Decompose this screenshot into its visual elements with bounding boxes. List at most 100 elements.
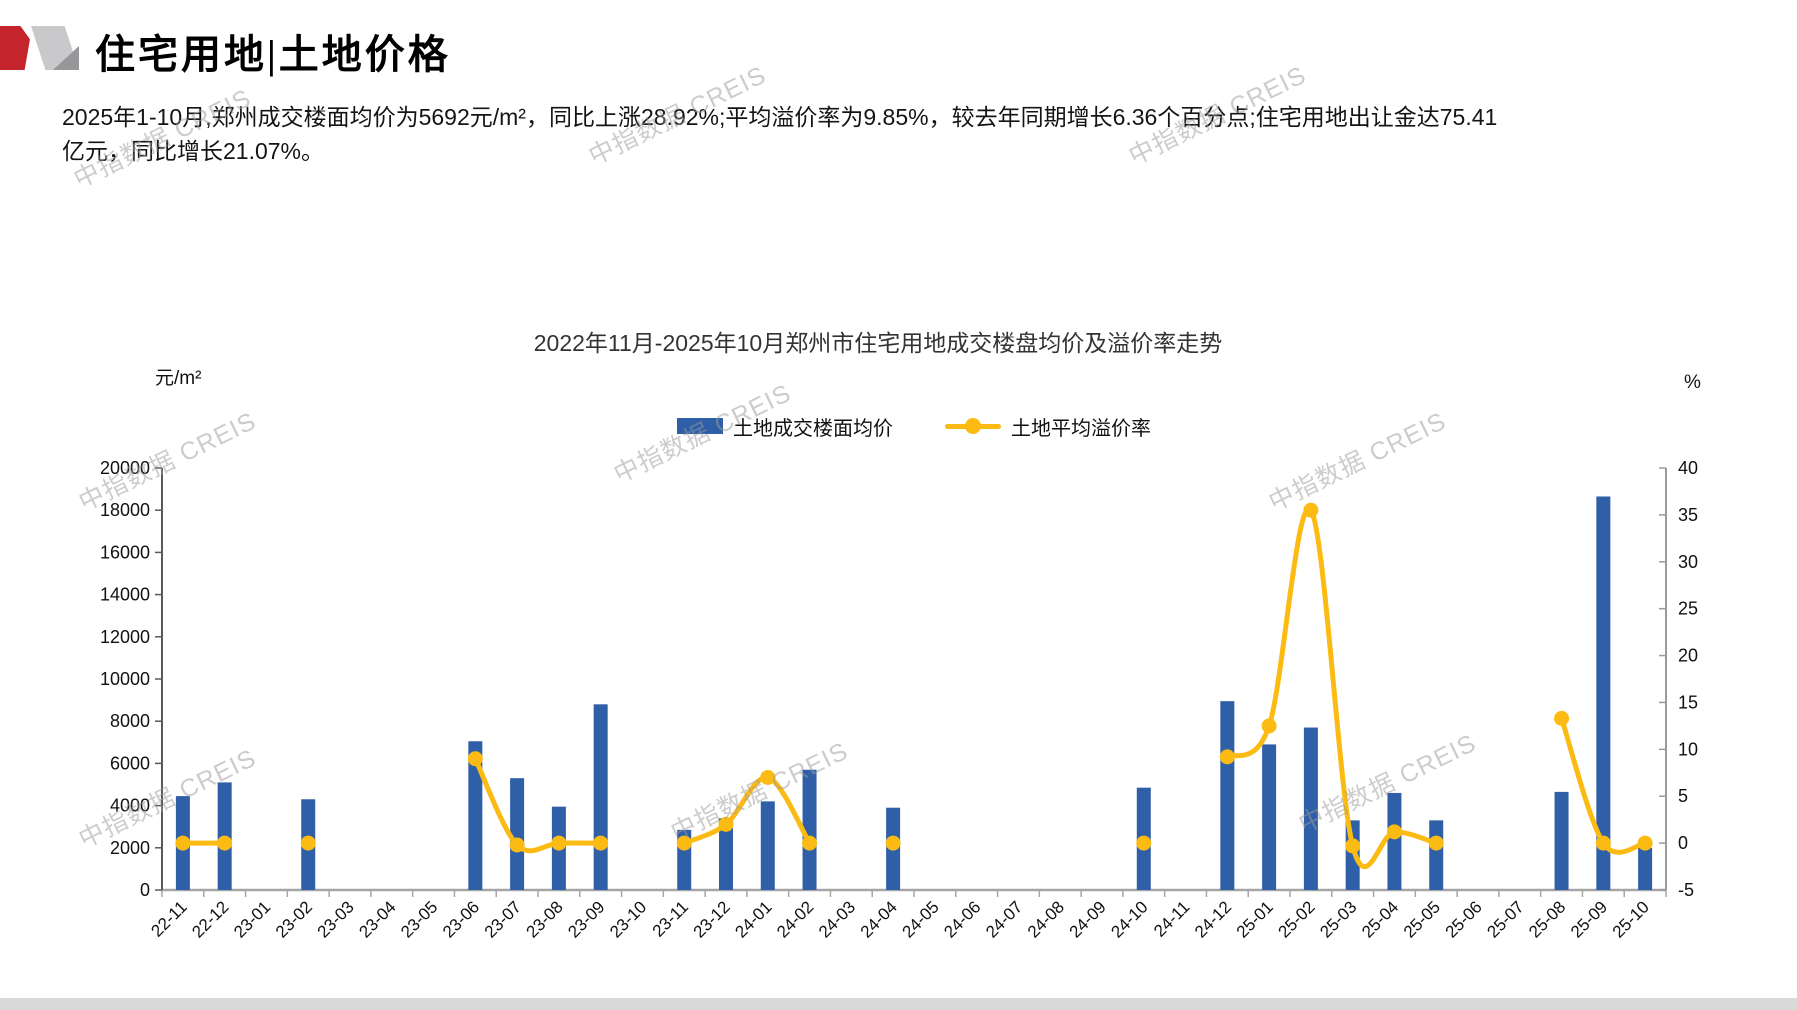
x-axis-category-label: 25-01 xyxy=(1233,897,1277,941)
footer-bar xyxy=(0,998,1797,1010)
left-axis-tick-label: 18000 xyxy=(100,500,150,520)
x-axis-category-label: 23-12 xyxy=(690,897,734,941)
x-axis-category-label: 23-03 xyxy=(314,897,358,941)
x-axis-category-label: 24-05 xyxy=(899,897,943,941)
bar xyxy=(1429,820,1444,890)
x-axis-category-label: 25-05 xyxy=(1400,897,1444,941)
x-axis-category-label: 24-03 xyxy=(815,897,859,941)
x-axis-category-label: 25-04 xyxy=(1358,897,1402,941)
premium-rate-point xyxy=(1554,710,1570,726)
left-axis-tick-label: 4000 xyxy=(110,796,150,816)
x-axis-category-label: 24-12 xyxy=(1191,897,1235,941)
premium-rate-point xyxy=(1595,835,1611,851)
x-axis-category-label: 23-02 xyxy=(272,897,316,941)
left-axis-tick-label: 8000 xyxy=(110,711,150,731)
x-axis-category-label: 25-07 xyxy=(1483,897,1527,941)
x-axis-category-label: 24-11 xyxy=(1150,897,1193,940)
premium-rate-point xyxy=(300,835,316,851)
legend-item-floor-price: 土地成交楼面均价 xyxy=(677,412,893,441)
x-axis-category-label: 24-02 xyxy=(773,897,817,941)
premium-rate-point xyxy=(1386,824,1402,840)
creis-logo xyxy=(0,26,80,70)
right-axis-tick-label: 40 xyxy=(1678,458,1698,478)
left-axis-tick-label: 16000 xyxy=(100,542,150,562)
bar xyxy=(1262,744,1277,890)
left-axis-tick-label: 12000 xyxy=(100,627,150,647)
x-axis-category-label: 23-06 xyxy=(439,897,483,941)
x-axis-category-label: 22-11 xyxy=(147,897,190,940)
x-axis-category-label: 24-06 xyxy=(940,897,984,941)
premium-rate-point xyxy=(1345,838,1361,854)
premium-rate-point xyxy=(1219,749,1235,765)
premium-rate-point xyxy=(175,835,191,851)
left-axis-tick-label: 0 xyxy=(140,880,150,900)
right-axis-tick-label: 20 xyxy=(1678,646,1698,666)
x-axis-category-label: 23-07 xyxy=(481,897,525,941)
logo-red-shape xyxy=(0,26,30,70)
x-axis-category-label: 24-07 xyxy=(982,897,1026,941)
bar xyxy=(1554,791,1569,890)
premium-rate-point xyxy=(1136,835,1152,851)
x-axis-category-label: 24-09 xyxy=(1066,897,1110,941)
premium-rate-point xyxy=(760,769,776,785)
premium-rate-point xyxy=(593,835,609,851)
premium-rate-point xyxy=(1428,835,1444,851)
x-axis-category-label: 24-01 xyxy=(731,897,775,941)
premium-rate-point xyxy=(885,835,901,851)
bar xyxy=(719,818,733,890)
legend-item-premium-rate: 土地平均溢价率 xyxy=(945,412,1151,441)
x-axis-category-label: 23-11 xyxy=(649,897,692,940)
x-axis-category-label: 22-12 xyxy=(188,897,232,941)
chart-title: 2022年11月-2025年10月郑州市住宅用地成交楼盘均价及溢价率走势 xyxy=(533,330,1223,356)
x-axis-category-label: 24-10 xyxy=(1107,897,1151,941)
right-axis-tick-label: 35 xyxy=(1678,505,1698,525)
bar xyxy=(593,704,608,890)
bar xyxy=(1220,701,1235,890)
right-axis-unit: % xyxy=(1684,372,1701,393)
x-axis-category-label: 24-08 xyxy=(1024,897,1068,941)
summary-text: 2025年1-10月,郑州成交楼面均价为5692元/m²，同比上涨28.92%;… xyxy=(62,104,1498,164)
legend-bar-swatch xyxy=(677,418,723,434)
x-axis-category-label: 25-10 xyxy=(1609,897,1653,941)
right-axis-tick-label: 0 xyxy=(1678,833,1688,853)
x-axis-category-label: 23-10 xyxy=(606,897,650,941)
legend-line-swatch xyxy=(945,418,1001,434)
legend-line-dot-icon xyxy=(965,418,981,434)
premium-rate-point xyxy=(802,835,818,851)
premium-rate-point xyxy=(217,835,233,851)
chart-legend: 土地成交楼面均价 土地平均溢价率 xyxy=(162,410,1666,442)
bar xyxy=(1596,496,1611,890)
premium-rate-point xyxy=(551,835,567,851)
left-axis-tick-label: 6000 xyxy=(110,753,150,773)
bar xyxy=(1387,792,1402,890)
x-axis-category-label: 23-08 xyxy=(523,897,567,941)
premium-rate-point xyxy=(1261,718,1277,734)
x-axis-category-label: 25-08 xyxy=(1525,897,1569,941)
x-axis-category-label: 25-02 xyxy=(1275,897,1319,941)
bar xyxy=(468,741,483,890)
premium-rate-point xyxy=(1303,502,1319,518)
premium-rate-line xyxy=(1224,506,1439,869)
right-axis-tick-label: 25 xyxy=(1678,599,1698,619)
right-axis-tick-label: 15 xyxy=(1678,692,1698,712)
x-axis-category-label: 23-04 xyxy=(355,897,399,941)
legend-label-floor-price: 土地成交楼面均价 xyxy=(733,417,893,440)
x-axis-category-label: 25-09 xyxy=(1567,897,1611,941)
left-axis-unit: 元/m² xyxy=(155,368,201,389)
bar xyxy=(760,801,775,890)
premium-rate-point xyxy=(676,835,692,851)
premium-rate-point xyxy=(467,751,483,767)
premium-rate-line xyxy=(681,774,813,846)
right-axis-tick-label: 5 xyxy=(1678,786,1688,806)
premium-rate-line xyxy=(472,756,604,854)
x-axis-category-label: 25-03 xyxy=(1316,897,1360,941)
legend-label-premium-rate: 土地平均溢价率 xyxy=(1011,417,1151,440)
x-axis-category-label: 24-04 xyxy=(857,897,901,941)
x-axis-category-label: 25-06 xyxy=(1442,897,1486,941)
x-axis-category-label: 23-09 xyxy=(564,897,608,941)
right-axis-tick-label: 10 xyxy=(1678,739,1698,759)
bar xyxy=(1638,847,1653,890)
bar xyxy=(1303,727,1318,890)
